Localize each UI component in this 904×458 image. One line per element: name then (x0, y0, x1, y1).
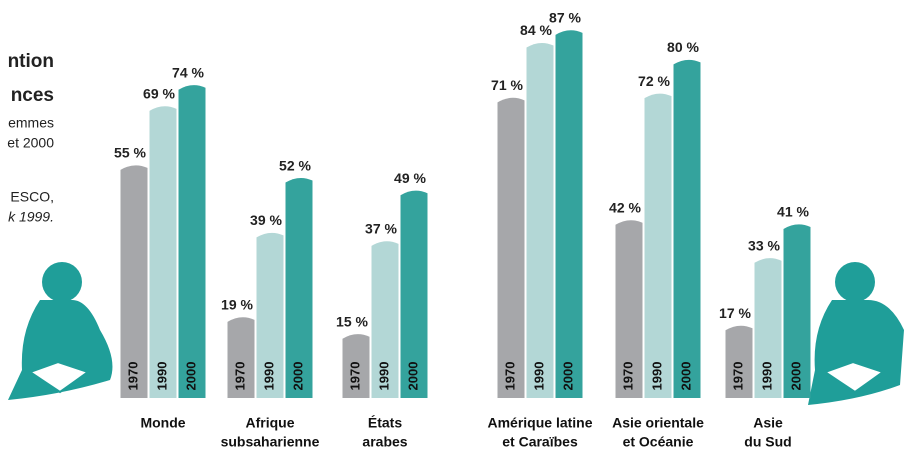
series-label: 1970 (347, 362, 362, 391)
value-label: 33 % (748, 237, 780, 253)
value-label: 42 % (609, 199, 641, 215)
bar (371, 241, 399, 398)
category-label: États (368, 415, 402, 431)
bar (526, 42, 554, 398)
series-label: 1970 (125, 362, 140, 391)
value-label: 69 % (143, 86, 175, 102)
category-label: Asie (753, 415, 783, 431)
bar (644, 93, 672, 399)
series-label: 2000 (788, 362, 803, 391)
category-label: et Caraïbes (502, 434, 578, 450)
intro: ntion nces emmes et 2000 ESCO, k 1999. (7, 51, 54, 225)
value-label: 80 % (667, 39, 699, 55)
bar (783, 224, 811, 398)
value-label: 84 % (520, 22, 552, 38)
title-line: nces (11, 85, 54, 106)
value-label: 55 % (114, 145, 146, 161)
value-label: 87 % (549, 10, 581, 26)
series-label: 2000 (405, 362, 420, 391)
bar (178, 85, 206, 399)
value-label: 39 % (250, 212, 282, 228)
bar (497, 97, 525, 399)
series-label: 2000 (678, 362, 693, 391)
series-label: 1990 (759, 362, 774, 391)
category-label: arabes (362, 434, 407, 450)
value-label: 74 % (172, 64, 204, 80)
series-label: 1970 (620, 362, 635, 391)
value-label: 49 % (394, 170, 426, 186)
series-label: 2000 (183, 362, 198, 391)
reader-figure-right (808, 262, 904, 405)
bar (256, 232, 284, 398)
title-line: ntion (8, 51, 54, 72)
category-label: du Sud (744, 434, 791, 450)
bar (227, 317, 255, 398)
reader-figure-left (8, 262, 113, 400)
bar (615, 220, 643, 398)
bar (673, 59, 701, 398)
category-label: Afrique (246, 415, 295, 431)
category-label: Monde (140, 415, 185, 431)
value-label: 19 % (221, 297, 253, 313)
bar (725, 325, 753, 398)
source-line: k 1999. (8, 209, 54, 225)
category-label: Asie orientale (612, 415, 704, 431)
bar (149, 106, 177, 399)
series-label: 1990 (376, 362, 391, 391)
bar (342, 334, 370, 398)
bar (754, 258, 782, 398)
series-label: 1970 (232, 362, 247, 391)
value-label: 17 % (719, 305, 751, 321)
bar (120, 165, 148, 398)
category-label: et Océanie (623, 434, 694, 450)
value-label: 71 % (491, 77, 523, 93)
series-label: 1990 (154, 362, 169, 391)
category-label: Amérique latine (487, 415, 592, 431)
series-label: 1990 (531, 362, 546, 391)
subtitle-line: et 2000 (7, 135, 54, 151)
series-label: 2000 (290, 362, 305, 391)
source-line: ESCO, (10, 189, 54, 205)
series-label: 1970 (502, 362, 517, 391)
value-label: 15 % (336, 313, 368, 329)
value-label: 52 % (279, 157, 311, 173)
bar (400, 190, 428, 398)
value-label: 37 % (365, 221, 397, 237)
bar (285, 177, 313, 398)
series-label: 2000 (560, 362, 575, 391)
series-label: 1990 (649, 362, 664, 391)
series-label: 1990 (261, 362, 276, 391)
bar (555, 30, 583, 398)
subtitle-line: emmes (8, 115, 54, 131)
value-label: 72 % (638, 73, 670, 89)
series-label: 1970 (730, 362, 745, 391)
category-label: subsaharienne (221, 434, 320, 450)
value-label: 41 % (777, 204, 809, 220)
